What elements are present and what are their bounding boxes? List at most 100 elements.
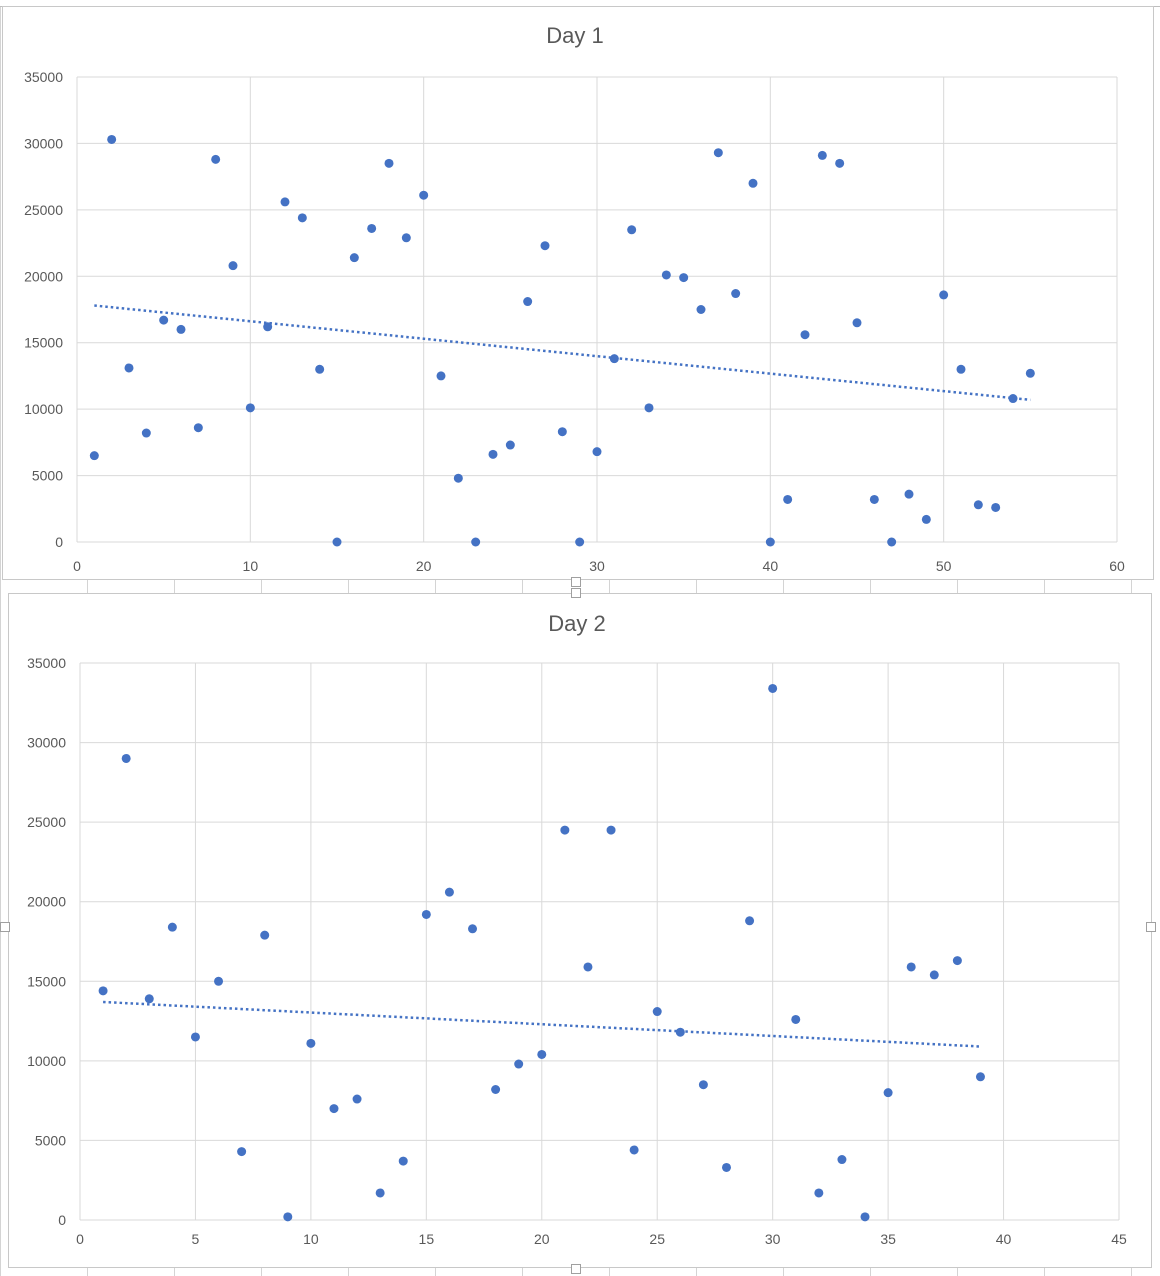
data-point <box>237 1147 247 1157</box>
data-point <box>956 364 966 374</box>
x-tick-label: 20 <box>416 558 432 574</box>
data-point <box>421 909 431 919</box>
data-point <box>332 537 342 547</box>
data-point <box>89 451 99 461</box>
data-point <box>444 887 454 897</box>
data-point <box>991 502 1001 512</box>
chart-day-2-plot: Day 2 0 5000 10000 15000 20000 25000 30000 35000… <box>27 611 1127 1247</box>
data-point <box>514 1059 524 1069</box>
data-point <box>159 315 169 325</box>
data-point <box>765 537 775 547</box>
data-point <box>260 930 270 940</box>
y-tick-label: 30000 <box>24 135 63 151</box>
data-point <box>696 305 706 314</box>
x-tick-label: 0 <box>76 1231 84 1247</box>
data-point <box>523 297 533 307</box>
data-point <box>144 994 154 1004</box>
data-point <box>329 1104 339 1114</box>
y-tick-label: 10000 <box>24 401 63 417</box>
chart-title: Day 2 <box>548 611 605 636</box>
y-tick-label: 25000 <box>27 814 66 830</box>
data-point <box>352 1094 362 1104</box>
resize-handle-right[interactable] <box>1146 922 1156 932</box>
resize-handle-left[interactable] <box>0 922 10 932</box>
x-tick-label: 10 <box>243 558 259 574</box>
chart-day-1-plot: Day 1 0 5000 10000 15000 20000 25000 30000 35000… <box>24 23 1125 574</box>
data-point <box>837 1155 847 1165</box>
x-tick-label: 45 <box>1111 1231 1127 1247</box>
data-point <box>745 916 755 926</box>
x-tick-label: 20 <box>534 1231 550 1247</box>
data-point <box>121 753 131 763</box>
data-point <box>929 970 939 980</box>
x-tick-label: 30 <box>589 558 605 574</box>
data-point <box>661 270 671 280</box>
data-point <box>609 354 619 364</box>
data-point <box>592 447 602 457</box>
data-point <box>419 190 429 200</box>
data-point <box>835 158 845 168</box>
data-point <box>606 825 616 835</box>
data-point <box>748 178 758 188</box>
chart-day-1[interactable]: Day 1 0 5000 10000 15000 20000 25000 30000 35000… <box>2 6 1154 580</box>
chart-day-2[interactable]: Day 2 0 5000 10000 15000 20000 25000 30000 35000… <box>8 593 1152 1268</box>
trendline <box>103 1000 981 1048</box>
data-point <box>375 1188 385 1198</box>
data-point <box>349 253 359 263</box>
data-point <box>367 223 377 233</box>
x-tick-label: 15 <box>419 1231 435 1247</box>
y-tick-label: 15000 <box>27 973 66 989</box>
y-tick-label: 20000 <box>24 268 63 284</box>
y-tick-label: 35000 <box>24 69 63 85</box>
y-tick-label: 20000 <box>27 894 66 910</box>
x-tick-label: 50 <box>936 558 952 574</box>
chart-title: Day 1 <box>546 23 603 48</box>
data-point <box>817 150 827 160</box>
data-point <box>783 494 793 504</box>
data-point <box>904 489 914 499</box>
y-tick-label: 15000 <box>24 335 63 351</box>
data-point <box>297 213 307 223</box>
data-point <box>384 158 394 168</box>
x-tick-label: 0 <box>73 558 81 574</box>
data-point <box>1008 394 1018 404</box>
data-point <box>973 500 983 510</box>
data-point <box>721 1162 731 1172</box>
data-point <box>124 363 134 373</box>
data-point <box>768 683 778 693</box>
data-point <box>488 449 498 459</box>
data-point <box>852 318 862 328</box>
data-point <box>1025 368 1035 378</box>
x-tick-label: 5 <box>192 1231 200 1247</box>
data-point <box>263 322 273 332</box>
x-tick-label: 30 <box>765 1231 781 1247</box>
data-point <box>887 537 897 547</box>
data-point <box>814 1188 824 1198</box>
data-point <box>280 197 290 207</box>
data-point <box>211 154 221 164</box>
data-point <box>176 324 186 334</box>
resize-handle-bottom-2[interactable] <box>571 1264 581 1274</box>
data-point <box>575 537 585 547</box>
data-point <box>107 134 117 144</box>
data-point <box>245 403 255 413</box>
data-point <box>471 537 481 547</box>
y-tick-label: 0 <box>55 534 63 550</box>
x-tick-label: 25 <box>649 1231 665 1247</box>
trendline <box>94 304 1031 402</box>
data-point <box>453 473 463 483</box>
data-point <box>629 1145 639 1155</box>
data-point <box>939 290 949 300</box>
data-point <box>315 364 325 374</box>
data-point <box>800 330 810 340</box>
data-point <box>557 427 567 437</box>
data-point <box>398 1156 408 1166</box>
data-point <box>921 514 931 524</box>
resize-handle-top[interactable] <box>571 588 581 598</box>
data-point <box>505 440 515 450</box>
data-point <box>652 1007 662 1017</box>
resize-handle-bottom[interactable] <box>571 577 581 587</box>
data-point <box>627 225 637 235</box>
data-point <box>906 962 916 972</box>
x-tick-label: 35 <box>880 1231 896 1247</box>
